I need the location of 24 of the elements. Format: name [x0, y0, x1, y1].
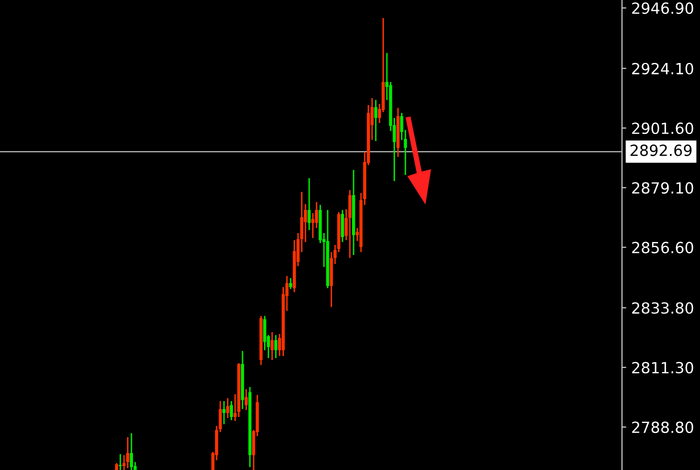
y-tick-label: 2924.10 [632, 62, 694, 74]
candlestick [244, 388, 248, 411]
ref-line-label: 2892.69 [630, 144, 692, 156]
candlestick [340, 209, 344, 243]
candlestick [274, 334, 278, 359]
candlestick [126, 436, 130, 469]
candlestick [130, 432, 133, 470]
candlestick [222, 400, 226, 425]
candlestick [311, 212, 314, 239]
y-tick-label: 2856.60 [632, 242, 694, 254]
y-tick-label: 2788.80 [632, 422, 694, 434]
y-tick-label: 2879.10 [632, 182, 694, 194]
candlestick [374, 99, 378, 142]
candlestick [118, 453, 122, 470]
y-tick-label: 2811.30 [632, 362, 694, 374]
y-tick-label: 2946.90 [632, 2, 694, 14]
candlestick [289, 277, 292, 290]
candlestick [348, 189, 352, 259]
candlestick [226, 397, 230, 419]
y-tick-label: 2833.80 [632, 302, 694, 314]
candlestick [270, 331, 274, 361]
y-tick-label: 2901.60 [632, 122, 694, 134]
candlestick [308, 177, 311, 231]
candlestick [230, 400, 233, 421]
